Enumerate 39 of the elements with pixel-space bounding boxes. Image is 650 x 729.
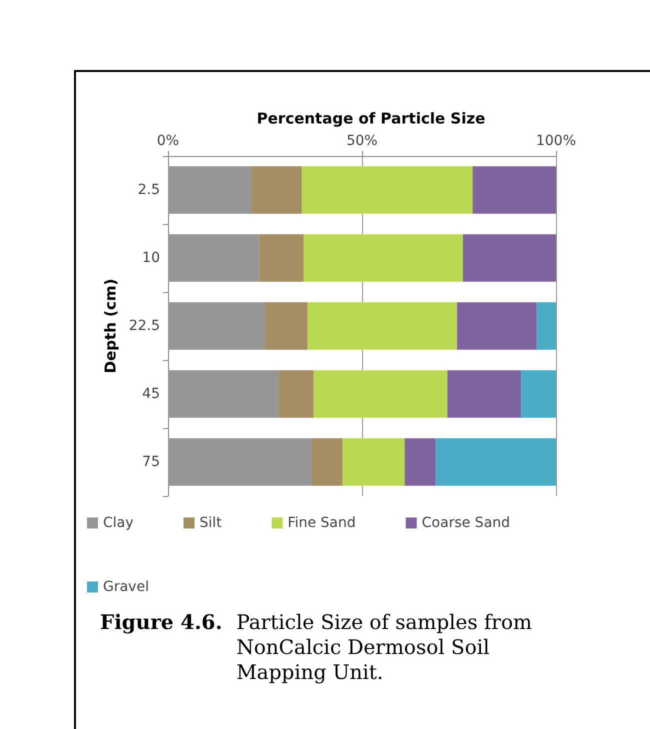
legend-label: Silt	[200, 515, 222, 531]
y-tick-label: 22.5	[128, 318, 160, 334]
bar	[312, 438, 343, 486]
legend-label: Coarse Sand	[422, 515, 510, 531]
caption: Figure 4.6. Particle Size of samples from NonCalcic Dermosol Soil Mapping Unit.	[100, 610, 533, 685]
bar	[404, 438, 436, 486]
bar	[462, 234, 556, 282]
chart-title: Percentage of Particle Size	[256, 110, 486, 128]
bar	[304, 234, 463, 282]
y-tick-label: 45	[142, 386, 160, 402]
legend-label: Gravel	[103, 579, 149, 595]
bar	[168, 302, 265, 350]
bar	[168, 166, 252, 214]
bar	[436, 438, 556, 486]
bar	[308, 302, 458, 350]
bar	[168, 370, 279, 418]
bar	[168, 234, 260, 282]
y-axis-title: Depth (cm)	[101, 278, 120, 374]
y-tick-label: 75	[142, 454, 160, 470]
bar	[342, 438, 405, 486]
x-tick-label: 50%	[346, 133, 378, 149]
bar	[302, 166, 473, 214]
bar	[447, 370, 522, 418]
bar	[314, 370, 448, 418]
bar	[259, 234, 304, 282]
x-tick-label: 0%	[156, 133, 180, 149]
y-tick-label: 10	[142, 250, 160, 266]
legend-label: Clay	[103, 515, 134, 531]
bar	[278, 370, 314, 418]
bar	[521, 370, 556, 418]
y-tick-label: 2.5	[138, 182, 160, 198]
bar	[251, 166, 302, 214]
bar	[457, 302, 537, 350]
legend-label: Fine Sand	[288, 515, 356, 531]
bar	[168, 438, 312, 486]
bar	[536, 302, 556, 350]
bar	[472, 166, 556, 214]
bar	[265, 302, 308, 350]
x-tick-label: 100%	[536, 133, 576, 149]
